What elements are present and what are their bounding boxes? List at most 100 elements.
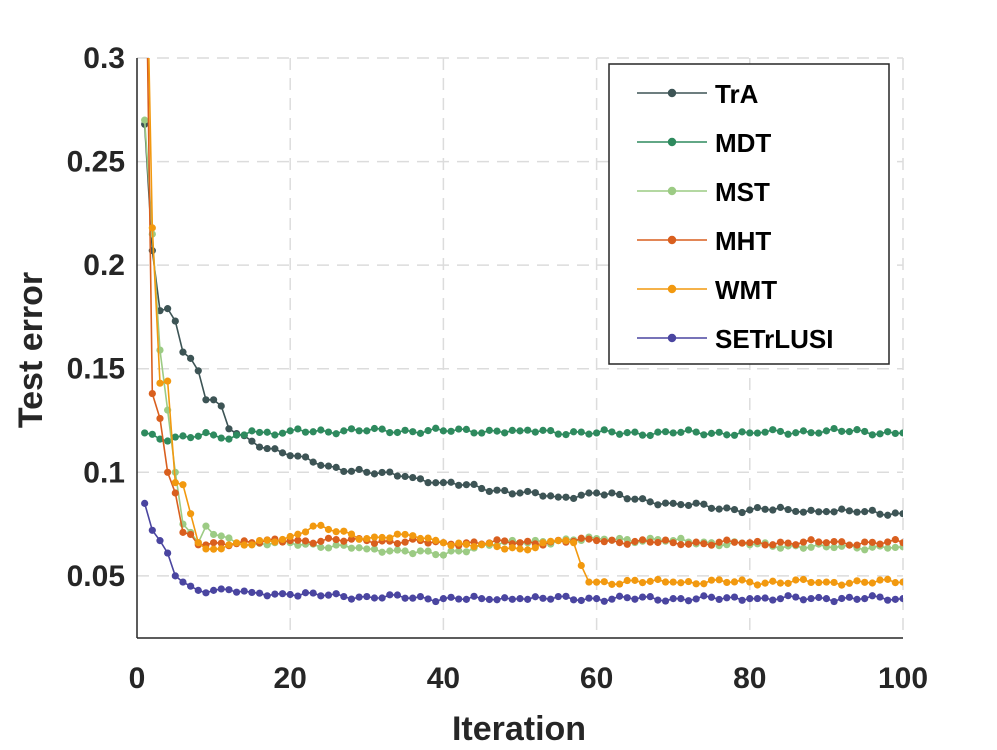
data-point <box>202 545 210 553</box>
data-point <box>501 594 509 602</box>
data-point <box>631 595 639 603</box>
data-point <box>608 536 616 544</box>
data-point <box>631 495 639 503</box>
data-point <box>439 539 447 547</box>
data-point <box>769 577 777 585</box>
data-point <box>730 538 739 546</box>
data-point <box>631 428 639 436</box>
data-point <box>585 578 593 586</box>
data-point <box>455 595 463 603</box>
data-point <box>370 470 379 478</box>
data-point <box>715 428 723 436</box>
data-point <box>248 437 256 445</box>
data-point <box>884 575 892 583</box>
data-point <box>799 427 808 435</box>
data-point <box>623 594 631 602</box>
data-point <box>715 576 723 584</box>
data-point <box>401 530 409 539</box>
data-point <box>830 578 838 587</box>
data-point <box>355 535 363 543</box>
data-point <box>179 528 187 536</box>
data-point <box>378 594 386 602</box>
data-point <box>730 578 739 586</box>
data-point <box>263 536 271 544</box>
data-point <box>225 425 233 433</box>
data-point <box>707 593 716 601</box>
data-point <box>324 544 333 552</box>
data-point <box>746 506 754 514</box>
data-point <box>891 429 899 438</box>
data-point <box>547 492 555 500</box>
data-point <box>830 543 838 552</box>
data-point <box>585 594 593 602</box>
data-point <box>738 539 746 547</box>
data-point <box>723 578 731 587</box>
data-point <box>347 595 356 603</box>
data-point <box>577 561 585 570</box>
data-point <box>776 503 785 511</box>
data-point <box>363 534 371 543</box>
data-point <box>478 484 486 493</box>
data-point <box>187 433 195 442</box>
data-point <box>638 593 647 601</box>
data-point <box>593 429 601 437</box>
data-point <box>562 537 570 545</box>
data-point <box>631 537 639 546</box>
data-point <box>684 426 693 434</box>
data-point <box>684 597 693 605</box>
data-point <box>815 508 823 516</box>
data-point <box>501 429 509 437</box>
data-point <box>899 595 903 603</box>
data-point <box>707 576 716 584</box>
data-point <box>485 426 493 434</box>
data-point <box>416 592 425 601</box>
data-point <box>309 428 317 436</box>
data-point <box>792 507 800 516</box>
data-point <box>347 530 356 538</box>
data-point <box>424 534 432 542</box>
data-point <box>746 429 754 437</box>
data-point <box>317 592 325 600</box>
data-point <box>899 510 903 518</box>
data-point <box>792 429 800 437</box>
data-point <box>210 530 218 539</box>
data-point <box>432 597 440 606</box>
data-point <box>608 580 616 588</box>
data-point <box>217 585 225 593</box>
legend-item-wmt: WMT <box>637 275 777 305</box>
data-point <box>386 534 394 542</box>
data-point <box>799 508 808 516</box>
data-point <box>899 429 903 437</box>
data-point <box>156 435 164 443</box>
data-point <box>700 540 708 548</box>
data-point <box>455 539 463 547</box>
data-point <box>217 402 225 410</box>
data-point <box>470 542 478 551</box>
data-point <box>600 597 608 605</box>
data-point <box>317 521 325 529</box>
data-point <box>225 534 233 542</box>
data-point <box>600 426 608 434</box>
data-point <box>769 426 777 434</box>
data-point <box>638 495 647 503</box>
data-point <box>761 505 769 513</box>
data-point <box>608 595 616 603</box>
data-point <box>255 428 264 437</box>
data-point <box>868 431 876 439</box>
data-point <box>240 587 248 595</box>
data-point <box>286 427 294 435</box>
data-point <box>409 550 417 558</box>
data-point <box>409 594 417 602</box>
data-point <box>554 493 562 501</box>
data-point <box>301 428 310 436</box>
data-point <box>776 595 785 603</box>
data-point <box>615 490 624 499</box>
data-point <box>355 544 363 552</box>
data-point <box>493 596 501 604</box>
data-point <box>393 539 402 548</box>
data-point <box>332 535 340 544</box>
data-point <box>830 508 838 516</box>
data-point <box>822 595 831 603</box>
data-point <box>807 429 815 437</box>
data-point <box>187 530 195 539</box>
